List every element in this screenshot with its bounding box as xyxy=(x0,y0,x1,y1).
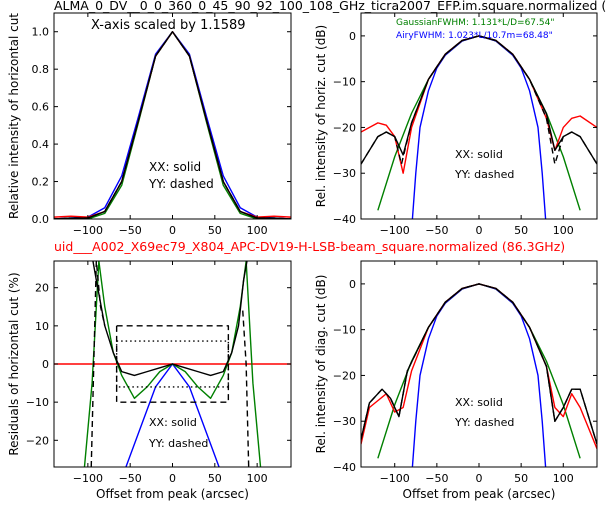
annotation-tr-0: GaussianFWHM: 1.131*L/D=67.54" xyxy=(396,18,554,28)
annotation-bl-1: YY: dashed xyxy=(148,437,208,450)
panel-tr: −100 −50 0 50 100 0 −10 −20 −30 −40 Rel. intensity… xyxy=(314,12,598,237)
ytick-label-br-3: −30 xyxy=(333,415,356,428)
ytick-label-bl-1: 10 xyxy=(35,320,49,333)
series-group-bl xyxy=(54,261,291,467)
figure-title-mid: uid___A002_X69ec79_X804_APC-DV19-H-LSB-b… xyxy=(54,239,565,254)
series-line-tl-4 xyxy=(54,31,291,219)
ylabel-br: Rel. intensity of diag. cut (dB) xyxy=(314,275,328,454)
ytick-label-br-2: −20 xyxy=(333,369,356,382)
xtick-label-bl-3: 50 xyxy=(208,472,222,485)
xtick-label-tr-0: −100 xyxy=(380,224,410,237)
ytick-label-br-0: 0 xyxy=(349,278,356,291)
xtick-label-tl-4: 100 xyxy=(247,224,268,237)
series-line-br-4 xyxy=(361,283,597,445)
annotation-br-0: XX: solid xyxy=(455,396,503,409)
ylabel-bl: Residuals of horizontal cut (%) xyxy=(7,272,21,455)
ytick-label-tl-1: 0.2 xyxy=(32,176,50,189)
ylabel-tr: Rel. intensity of horiz. cut (dB) xyxy=(314,25,328,207)
annotation-tr-1: AiryFWHM: 1.023*L/10.7m=68.48" xyxy=(396,31,553,41)
series-line-tr-0 xyxy=(377,35,581,211)
xlabel-bl: Offset from peak (arcsec) xyxy=(96,487,249,501)
ytick-label-tl-2: 0.4 xyxy=(32,138,50,151)
xtick-label-tl-0: −100 xyxy=(73,224,103,237)
ytick-label-tr-3: −30 xyxy=(333,167,356,180)
annotation-tl-2: YY: dashed xyxy=(148,177,214,191)
ytick-label-bl-0: 20 xyxy=(35,282,49,295)
ytick-label-br-4: −40 xyxy=(333,461,356,474)
xtick-label-tr-4: 100 xyxy=(553,224,574,237)
panel-tl: −100 −50 0 50 100 0.0 0.2 0.4 0.6 0.8 1.0 Relative … xyxy=(7,12,292,237)
series-line-tr-4 xyxy=(361,35,597,165)
series-line-bl-6 xyxy=(115,340,230,388)
ytick-label-tr-0: 0 xyxy=(349,30,356,43)
xtick-label-tr-3: 50 xyxy=(514,224,528,237)
annotation-tr-2: XX: solid xyxy=(455,148,503,161)
ytick-label-tl-0: 0.0 xyxy=(32,213,50,226)
series-line-tr-1 xyxy=(411,35,547,219)
axes-frame-br xyxy=(360,260,598,468)
annotation-tl-0: X-axis scaled by 1.1589 xyxy=(91,18,246,33)
xlabel-br: Offset from peak (arcsec) xyxy=(403,487,556,501)
axes-frame-tr xyxy=(360,12,598,220)
annotation-tl-1: XX: solid xyxy=(149,160,201,174)
xtick-label-bl-2: 0 xyxy=(169,472,176,485)
series-line-br-0 xyxy=(377,283,581,459)
series-line-bl-7 xyxy=(242,310,250,467)
xtick-label-tl-2: 0 xyxy=(169,224,176,237)
ytick-label-tr-4: −40 xyxy=(333,213,356,226)
series-line-bl-3 xyxy=(92,261,248,377)
xtick-label-br-1: −50 xyxy=(425,472,448,485)
ytick-label-bl-3: −10 xyxy=(26,396,49,409)
xtick-label-tl-3: 50 xyxy=(208,224,222,237)
ytick-label-tl-4: 0.8 xyxy=(32,63,50,76)
xtick-label-tl-1: −50 xyxy=(119,224,142,237)
xtick-label-br-3: 50 xyxy=(514,472,528,485)
series-group-br xyxy=(361,283,597,467)
annotation-tr-3: YY: dashed xyxy=(454,168,514,181)
figure-title-top: ALMA_0_DV__0_0_360_0_45_90_92_100_108_GH… xyxy=(54,0,606,13)
ytick-label-bl-2: 0 xyxy=(42,358,49,371)
series-group-tl xyxy=(54,31,291,219)
series-line-br-1 xyxy=(411,283,547,467)
panel-br: −100 −50 0 50 100 0 −10 −20 −30 −40 Rel. intensity… xyxy=(314,260,598,501)
xtick-label-br-2: 0 xyxy=(476,472,483,485)
xtick-label-bl-4: 100 xyxy=(247,472,268,485)
ylabel-tl: Relative intensity of horizontal cut xyxy=(7,13,21,219)
xtick-label-br-4: 100 xyxy=(553,472,574,485)
xtick-label-tr-2: 0 xyxy=(476,224,483,237)
ytick-label-tr-1: −10 xyxy=(333,76,356,89)
ytick-label-tr-2: −20 xyxy=(333,121,356,134)
xtick-label-tr-1: −50 xyxy=(425,224,448,237)
xtick-label-bl-0: −100 xyxy=(73,472,103,485)
annotation-bl-0: XX: solid xyxy=(149,416,197,429)
ytick-label-tl-5: 1.0 xyxy=(32,26,50,39)
annotation-br-1: YY: dashed xyxy=(454,416,514,429)
ytick-label-bl-4: −20 xyxy=(26,434,49,447)
xtick-label-bl-1: −50 xyxy=(119,472,142,485)
series-group-tr xyxy=(361,35,597,219)
xtick-label-br-0: −100 xyxy=(380,472,410,485)
ytick-label-tl-3: 0.6 xyxy=(32,101,50,114)
ytick-label-br-1: −10 xyxy=(333,324,356,337)
